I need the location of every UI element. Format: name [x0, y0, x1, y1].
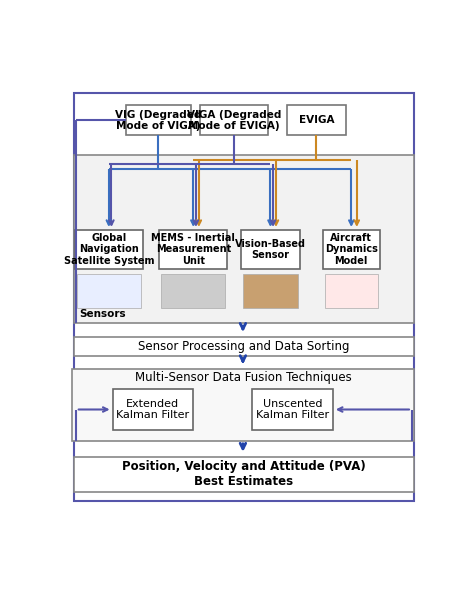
FancyBboxPatch shape	[200, 105, 268, 135]
Text: Multi-Sensor Data Fusion Techniques: Multi-Sensor Data Fusion Techniques	[135, 371, 351, 384]
FancyBboxPatch shape	[159, 230, 228, 269]
FancyBboxPatch shape	[325, 274, 378, 308]
Text: Position, Velocity and Attitude (PVA)
Best Estimates: Position, Velocity and Attitude (PVA) Be…	[122, 460, 366, 488]
FancyBboxPatch shape	[161, 274, 226, 308]
FancyBboxPatch shape	[126, 105, 191, 135]
FancyBboxPatch shape	[75, 230, 143, 269]
Text: Extended
Kalman Filter: Extended Kalman Filter	[116, 399, 190, 420]
FancyBboxPatch shape	[243, 274, 298, 308]
FancyBboxPatch shape	[112, 389, 193, 430]
Text: Aircraft
Dynamics
Model: Aircraft Dynamics Model	[325, 233, 378, 266]
FancyBboxPatch shape	[287, 105, 346, 135]
FancyBboxPatch shape	[77, 274, 141, 308]
Text: Global
Navigation
Satellite System: Global Navigation Satellite System	[64, 233, 154, 266]
FancyBboxPatch shape	[74, 155, 414, 323]
FancyBboxPatch shape	[252, 389, 333, 430]
FancyBboxPatch shape	[74, 337, 414, 356]
Text: Sensors: Sensors	[80, 308, 126, 319]
FancyBboxPatch shape	[241, 230, 300, 269]
Text: MEMS - Inertial
Measurement
Unit: MEMS - Inertial Measurement Unit	[151, 233, 235, 266]
Text: VIG (Degraded
Mode of VIGA): VIG (Degraded Mode of VIGA)	[115, 110, 201, 131]
Text: EVIGA: EVIGA	[299, 116, 334, 125]
Text: Vision-Based
Sensor: Vision-Based Sensor	[235, 238, 306, 260]
FancyBboxPatch shape	[323, 230, 380, 269]
FancyBboxPatch shape	[74, 457, 414, 492]
FancyBboxPatch shape	[72, 370, 414, 441]
Text: VIGA (Degraded
Mode of EVIGA): VIGA (Degraded Mode of EVIGA)	[187, 110, 281, 131]
Text: Unscented
Kalman Filter: Unscented Kalman Filter	[256, 399, 329, 420]
Text: Sensor Processing and Data Sorting: Sensor Processing and Data Sorting	[138, 340, 350, 353]
